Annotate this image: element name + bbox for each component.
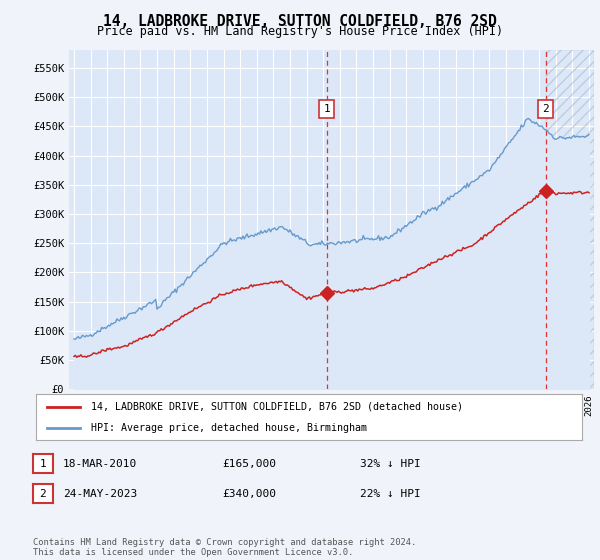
Text: Price paid vs. HM Land Registry's House Price Index (HPI): Price paid vs. HM Land Registry's House … bbox=[97, 25, 503, 38]
Text: £165,000: £165,000 bbox=[222, 459, 276, 469]
Text: HPI: Average price, detached house, Birmingham: HPI: Average price, detached house, Birm… bbox=[91, 423, 367, 433]
Text: £340,000: £340,000 bbox=[222, 489, 276, 499]
Text: Contains HM Land Registry data © Crown copyright and database right 2024.
This d: Contains HM Land Registry data © Crown c… bbox=[33, 538, 416, 557]
Text: 14, LADBROKE DRIVE, SUTTON COLDFIELD, B76 2SD: 14, LADBROKE DRIVE, SUTTON COLDFIELD, B7… bbox=[103, 14, 497, 29]
Text: 14, LADBROKE DRIVE, SUTTON COLDFIELD, B76 2SD (detached house): 14, LADBROKE DRIVE, SUTTON COLDFIELD, B7… bbox=[91, 402, 463, 412]
Text: 2: 2 bbox=[40, 489, 46, 499]
Text: 2: 2 bbox=[542, 104, 549, 114]
Text: 22% ↓ HPI: 22% ↓ HPI bbox=[360, 489, 421, 499]
Text: 24-MAY-2023: 24-MAY-2023 bbox=[63, 489, 137, 499]
Text: 18-MAR-2010: 18-MAR-2010 bbox=[63, 459, 137, 469]
Text: 32% ↓ HPI: 32% ↓ HPI bbox=[360, 459, 421, 469]
Text: 1: 1 bbox=[40, 459, 46, 469]
Text: 1: 1 bbox=[323, 104, 330, 114]
